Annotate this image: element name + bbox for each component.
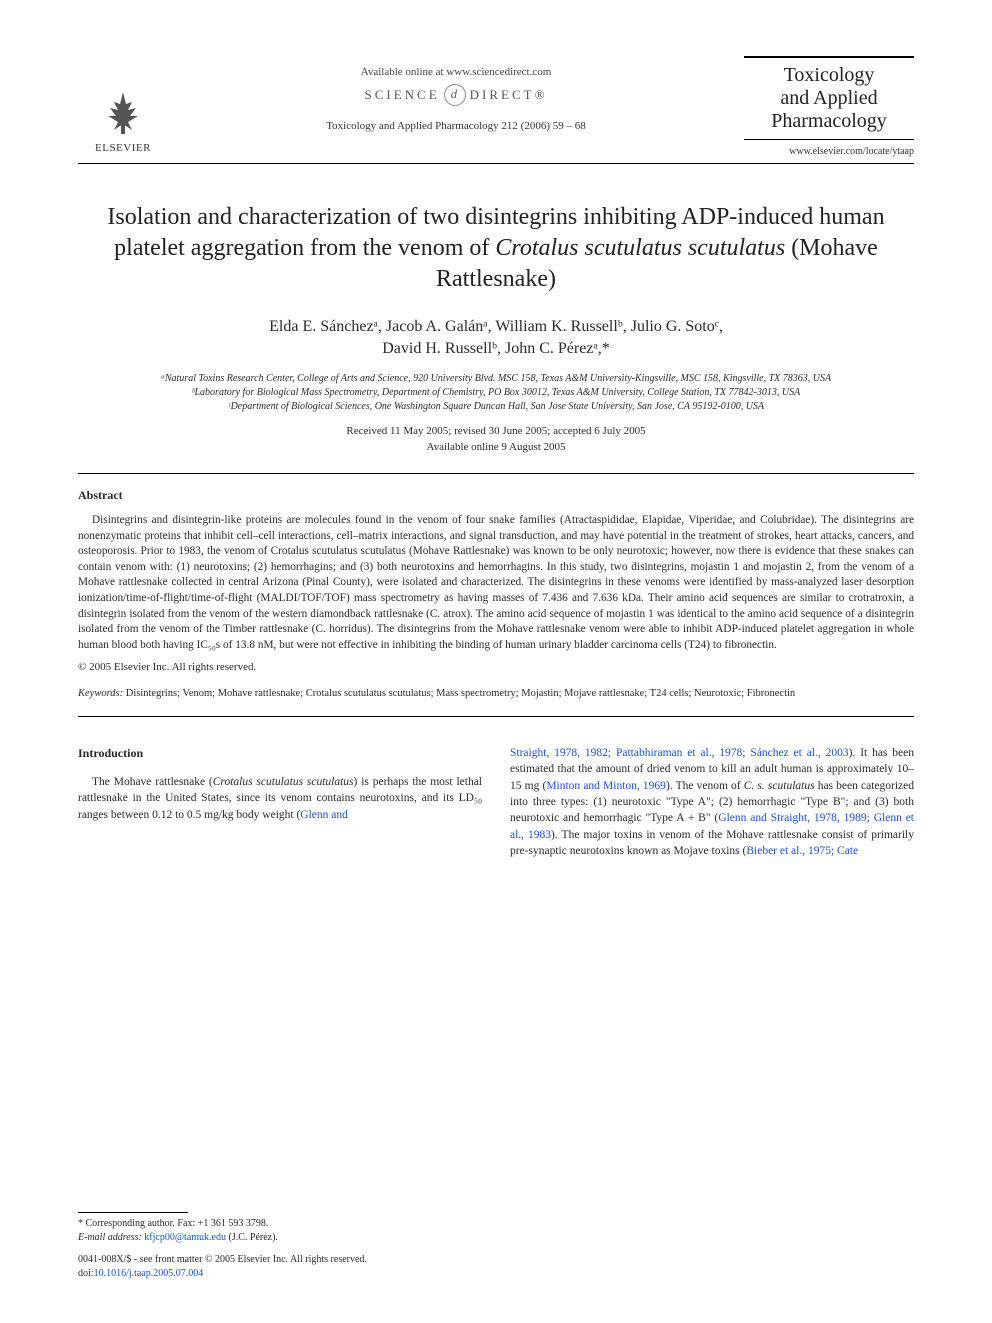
journal-box-line1: Toxicology — [748, 64, 910, 87]
introduction-heading: Introduction — [78, 745, 482, 762]
header-center: Available online at www.sciencedirect.co… — [168, 56, 744, 132]
article-title: Isolation and characterization of two di… — [78, 202, 914, 296]
sd-right: DIRECT® — [470, 87, 548, 103]
email-line: E-mail address: kfjcp00@tamuk.edu (J.C. … — [78, 1231, 468, 1245]
ref-link-minton[interactable]: Minton and Minton, 1969 — [546, 780, 666, 792]
ref-link-straight[interactable]: Straight, 1978, 1982; Pattabhiraman et a… — [510, 747, 849, 759]
sciencedirect-logo: SCIENCE DIRECT® — [365, 84, 548, 106]
publisher-logo-block: ELSEVIER — [78, 56, 168, 154]
affil-c: ᶜDepartment of Biological Sciences, One … — [78, 400, 914, 414]
email-link[interactable]: kfjcp00@tamuk.edu — [142, 1232, 226, 1243]
affil-b: ᵇLaboratory for Biological Mass Spectrom… — [78, 386, 914, 400]
keywords: Keywords: Disintegrins; Venom; Mohave ra… — [78, 687, 914, 702]
keywords-label: Keywords: — [78, 688, 123, 699]
corresponding-author: * Corresponding author. Fax: +1 361 593 … — [78, 1217, 468, 1231]
abstract-text: Disintegrins and disintegrin-like protei… — [78, 513, 914, 653]
keywords-body: Disintegrins; Venom; Mohave rattlesnake;… — [123, 688, 795, 699]
doi-line: doi:10.1016/j.taap.2005.07.004 — [78, 1267, 468, 1281]
journal-header: ELSEVIER Available online at www.science… — [78, 56, 914, 157]
doi-label: doi: — [78, 1268, 94, 1279]
ref-link-bieber[interactable]: Bieber et al., 1975; Cate — [746, 845, 858, 857]
journal-box-line2: and Applied — [748, 87, 910, 110]
abstract-body: Disintegrins and disintegrin-like protei… — [78, 513, 914, 653]
dates-online: Available online 9 August 2005 — [78, 440, 914, 455]
authors-line-1: Elda E. Sánchezᵃ, Jacob A. Galánᵃ, Willi… — [78, 316, 914, 338]
journal-citation: Toxicology and Applied Pharmacology 212 … — [168, 120, 744, 132]
article-dates: Received 11 May 2005; revised 30 June 20… — [78, 424, 914, 455]
ref-link-glenn[interactable]: Glenn and — [300, 809, 348, 821]
copyright-notice: © 2005 Elsevier Inc. All rights reserved… — [78, 661, 914, 673]
publisher-name: ELSEVIER — [78, 142, 168, 154]
abstract-rule-bottom — [78, 716, 914, 717]
intro-para-left: The Mohave rattlesnake (Crotalus scutula… — [78, 774, 482, 823]
email-tail: (J.C. Pérez). — [226, 1232, 278, 1243]
header-rule — [78, 163, 914, 164]
footnote-rule — [78, 1212, 188, 1213]
front-matter: 0041-008X/$ - see front matter © 2005 El… — [78, 1253, 468, 1267]
dates-received: Received 11 May 2005; revised 30 June 20… — [78, 424, 914, 439]
available-online-text: Available online at www.sciencedirect.co… — [168, 66, 744, 78]
doi-link[interactable]: 10.1016/j.taap.2005.07.004 — [94, 1268, 204, 1279]
intro-r-b: ). The venom of — [666, 780, 744, 792]
abstract-rule-top — [78, 473, 914, 474]
footnotes: * Corresponding author. Fax: +1 361 593 … — [78, 1212, 468, 1281]
intro-l-species: Crotalus scutulatus scutulatus — [213, 776, 354, 788]
title-species: Crotalus scutulatus scutulatus — [495, 235, 785, 261]
journal-url: www.elsevier.com/locate/ytaap — [744, 146, 914, 157]
affiliations: ᵃNatural Toxins Research Center, College… — [78, 372, 914, 414]
abstract-heading: Abstract — [78, 488, 914, 503]
intro-para-right: Straight, 1978, 1982; Pattabhiraman et a… — [510, 745, 914, 859]
email-label: E-mail address: — [78, 1232, 142, 1243]
intro-r-species: C. s. scutulatus — [744, 780, 815, 792]
journal-title-box: Toxicology and Applied Pharmacology — [744, 56, 914, 140]
journal-box-wrap: Toxicology and Applied Pharmacology www.… — [744, 56, 914, 157]
column-left: Introduction The Mohave rattlesnake (Cro… — [78, 745, 482, 859]
authors-line-2: David H. Russellᵇ, John C. Pérezᵃ,* — [78, 338, 914, 360]
intro-l-a: The Mohave rattlesnake ( — [92, 776, 213, 788]
sd-globe-icon — [444, 84, 466, 106]
journal-box-line3: Pharmacology — [748, 110, 910, 133]
affil-a: ᵃNatural Toxins Research Center, College… — [78, 372, 914, 386]
author-list: Elda E. Sánchezᵃ, Jacob A. Galánᵃ, Willi… — [78, 316, 914, 361]
sd-left: SCIENCE — [365, 87, 440, 103]
body-columns: Introduction The Mohave rattlesnake (Cro… — [78, 745, 914, 859]
elsevier-tree-icon — [96, 86, 150, 140]
column-right: Straight, 1978, 1982; Pattabhiraman et a… — [510, 745, 914, 859]
